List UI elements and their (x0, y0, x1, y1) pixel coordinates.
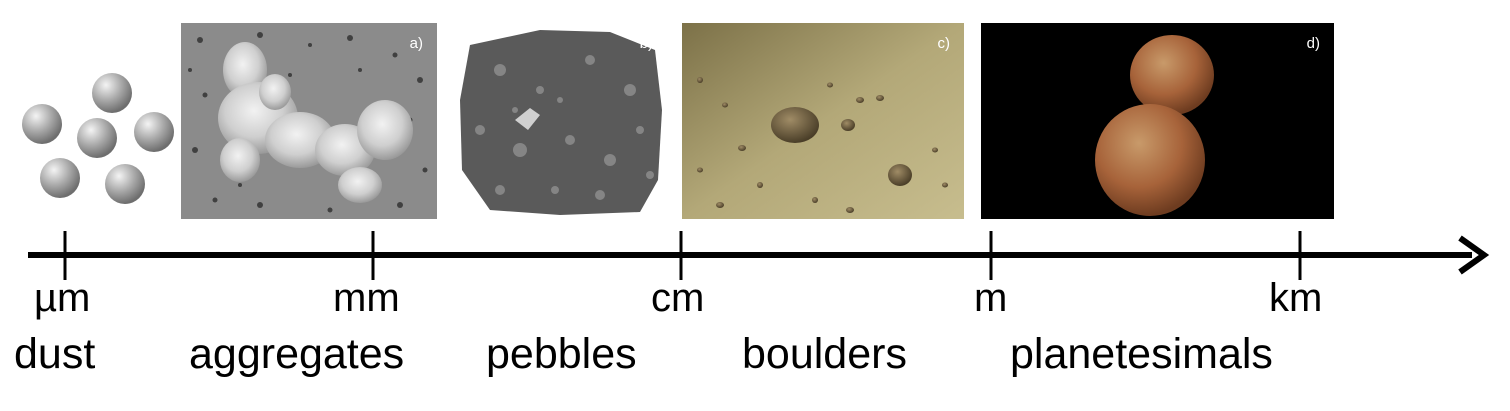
panel-d-image (981, 23, 1334, 219)
tick-label-m: m (974, 276, 1008, 320)
dust-sphere (105, 164, 145, 204)
category-label-aggregates: aggregates (189, 330, 405, 378)
category-label-boulders: boulders (742, 330, 907, 378)
panel-d-label: d) (1306, 35, 1320, 52)
tick-label-cm: cm (651, 276, 705, 320)
dust-sphere (22, 104, 62, 144)
category-label-planetesimals: planetesimals (1010, 330, 1273, 378)
panel-a-image (181, 23, 437, 219)
panel-a-label: a) (409, 35, 423, 52)
panel-c-image (682, 23, 964, 219)
dust-sphere (77, 118, 117, 158)
tick-label-mm: mm (333, 276, 400, 320)
tick-label-um: µm (34, 276, 91, 320)
panel-d: d) (981, 23, 1334, 219)
panel-b-label: b) (639, 35, 653, 52)
panel-b: b) (456, 23, 667, 219)
dust-spheres (22, 73, 174, 204)
panel-c: c) (682, 23, 964, 219)
panel-a: a) (181, 23, 437, 219)
dust-sphere (40, 158, 80, 198)
panel-b-image (456, 23, 667, 219)
dust-sphere (92, 73, 132, 113)
panel-c-label: c) (937, 35, 951, 52)
dust-sphere (134, 112, 174, 152)
scale-axis (28, 231, 1490, 280)
tick-label-km: km (1269, 276, 1323, 320)
category-label-pebbles: pebbles (486, 330, 637, 378)
category-label-dust: dust (14, 330, 96, 378)
